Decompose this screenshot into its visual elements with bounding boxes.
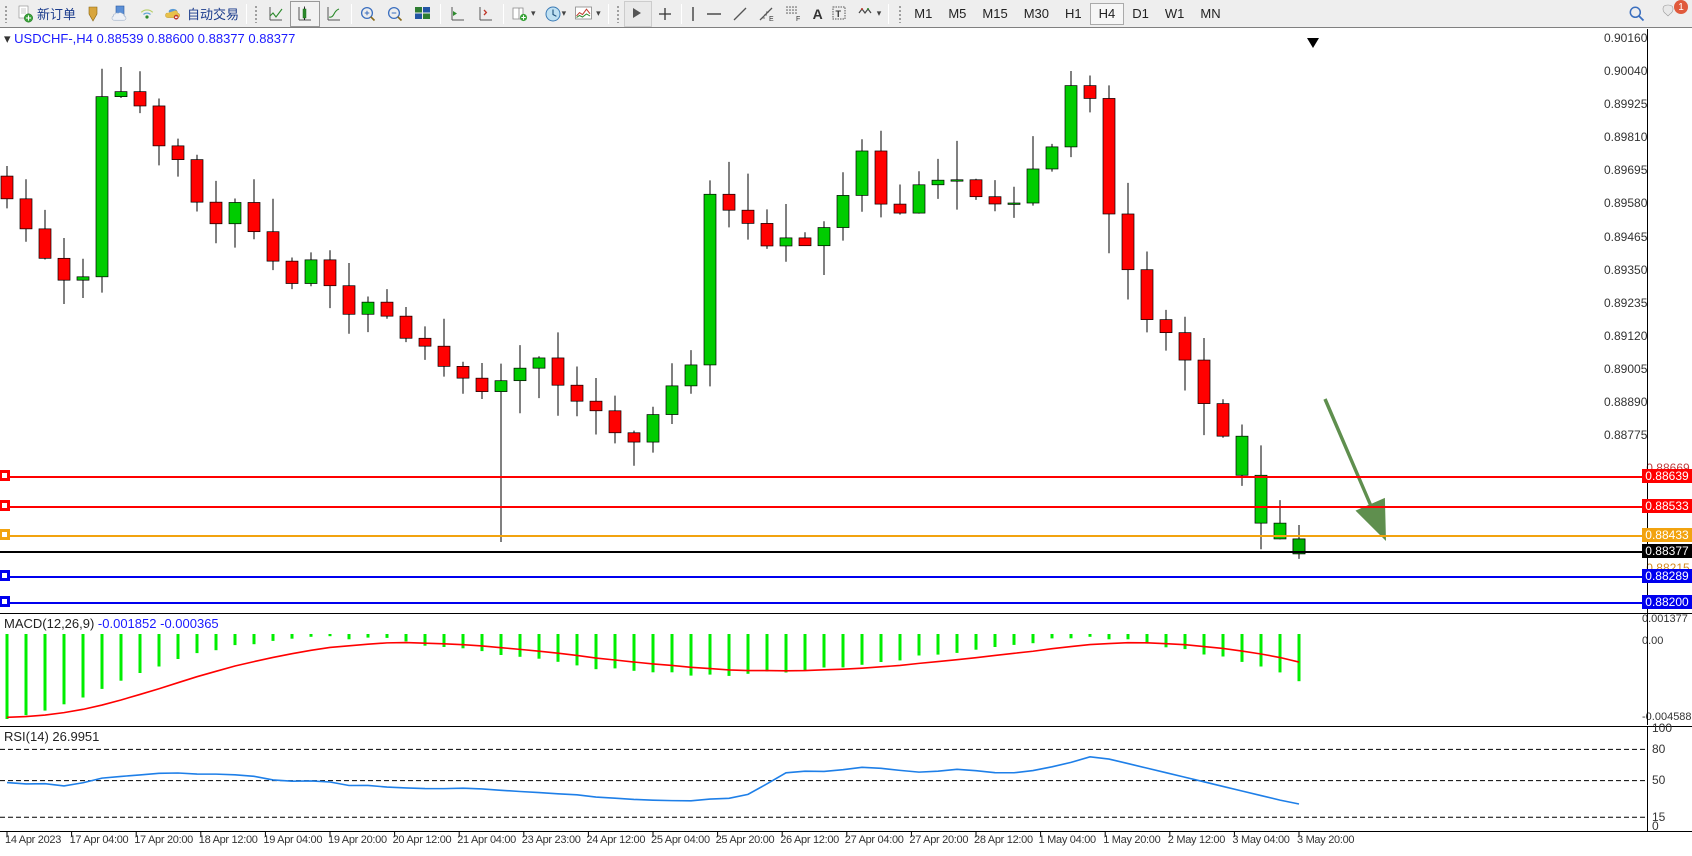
- svg-text:T: T: [835, 9, 841, 19]
- svg-text:E: E: [769, 16, 774, 23]
- svg-text:F: F: [796, 16, 800, 23]
